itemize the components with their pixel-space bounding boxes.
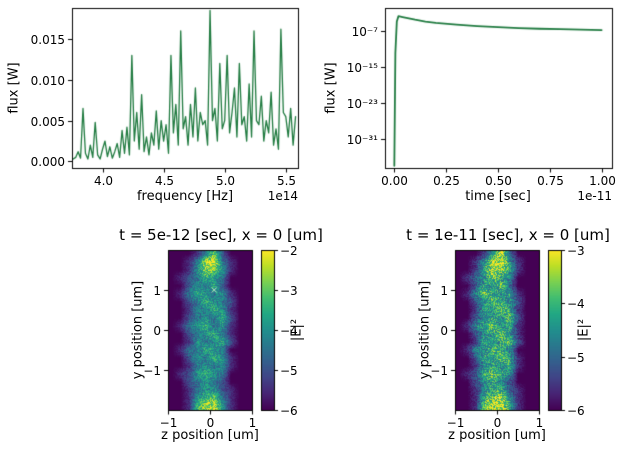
flux-vs-time-xtick-label: 1.00 [589,174,616,188]
heatmap-right-title: t = 1e-11 [sec], x = 0 [um] [406,226,610,244]
freq-plot-axis-offset-label: 1e14 [267,189,298,203]
flux-vs-frequency-xtick-label: 5.5 [276,174,297,188]
flux-vs-time-xtick-label: 0.25 [433,174,460,188]
flux-vs-frequency-ytick-label: 0.015 [30,32,65,47]
field-t-5e-12-ytick-label: 1 [153,283,161,298]
freq-plot-ylabel: flux [W] [6,62,22,114]
field-t-1e-11-colorbar-tick-label: −6 [567,403,585,418]
field-t-5e-12-xtick-label: 1 [248,416,257,430]
flux-vs-time-xtick-label: 0.75 [537,174,564,188]
field-t-1e-11-ytick-label: 1 [440,283,448,298]
flux-vs-time-ytick-label: 10⁻¹⁵ [346,60,378,75]
field-t-5e-12-ytick-label: −1 [143,363,161,378]
field-t-1e-11-ytick-label: −1 [430,363,448,378]
heatmap-left-title: t = 5e-12 [sec], x = 0 [um] [119,226,323,244]
flux-vs-frequency-ytick-label: 0.000 [30,154,65,169]
flux-vs-frequency-xtick-label: 4.5 [154,174,175,188]
field-t-1e-11-xtick-label: −1 [446,416,465,430]
field-t-1e-11-colorbar-tick-label: −3 [567,243,585,258]
flux-vs-frequency-xtick-label: 4.0 [93,174,114,188]
field-t-5e-12-colorbar-tick-label: −5 [280,363,298,378]
time-plot-axis-offset-label: 1e-11 [577,189,612,203]
field-t-5e-12-colorbar-tick-label: −6 [280,403,298,418]
flux-vs-time-ytick-label: 10⁻²³ [346,96,378,111]
flux-vs-time-ytick-label: 10⁻⁷ [351,24,378,39]
heatmap-right-colorbar-label: |E|² [576,318,592,342]
heatmap-right-xlabel: z position [um] [448,428,546,443]
field-t-1e-11-xtick-label: 1 [535,416,544,430]
field-t-5e-12-colorbar-tick-label: −3 [280,283,298,298]
flux-vs-frequency-xtick-label: 5.0 [215,174,236,188]
heatmap-left-xlabel: z position [um] [161,428,259,443]
flux-vs-time-xtick-label: 0.00 [381,174,408,188]
field-t-5e-12-colorbar-tick-label: −4 [280,323,298,338]
flux-vs-time-ytick-label: 10⁻³¹ [346,132,378,147]
field-t-1e-11-ytick-label: 0 [440,323,448,338]
flux-vs-time-xtick-label: 0.50 [485,174,512,188]
field-t-5e-12-xtick-label: 0 [206,416,215,430]
freq-plot-xlabel: frequency [Hz] [136,189,234,204]
flux-vs-frequency-ytick-label: 0.005 [30,114,65,129]
field-t-1e-11-colorbar-tick-label: −4 [567,296,585,311]
flux-vs-frequency-ytick-label: 0.010 [30,73,65,88]
field-t-5e-12-xtick-label: −1 [159,416,178,430]
field-t-1e-11-xtick-label: 0 [493,416,502,430]
time-plot-ylabel: flux [W] [323,62,339,114]
field-t-5e-12-colorbar-tick-label: −2 [280,243,298,258]
field-t-1e-11-colorbar-tick-label: −5 [567,350,585,365]
field-t-5e-12-ytick-label: 0 [153,323,161,338]
time-plot-xlabel: time [sec] [465,189,531,204]
